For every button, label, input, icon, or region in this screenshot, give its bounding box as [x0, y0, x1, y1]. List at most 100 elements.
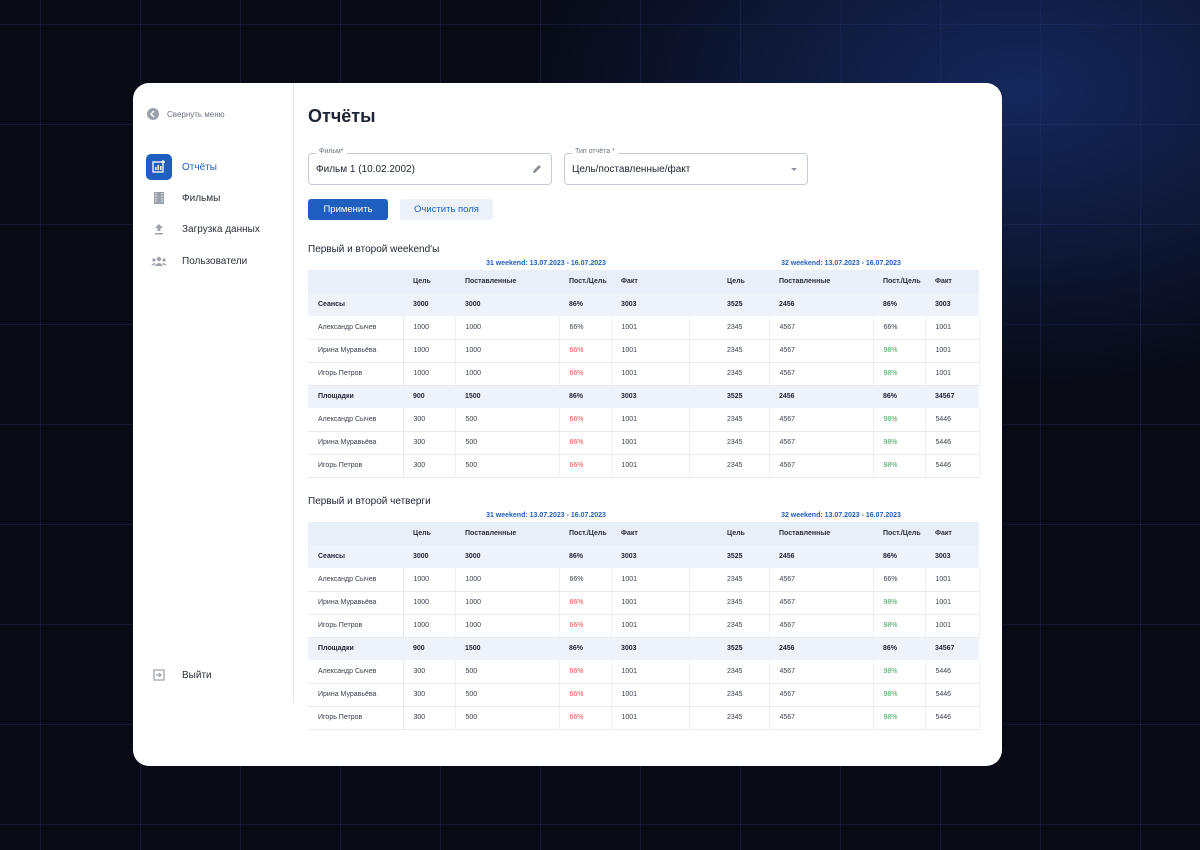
header-cell: Поставленные: [769, 270, 873, 293]
table-cell: 1001: [611, 660, 690, 684]
person-row: Игорь Петров 300 500 66% 1001 2345 4567 98% 5446: [308, 454, 980, 478]
person-name: Александр Сычев: [308, 568, 404, 592]
report-table: Цель Поставленные Пост./Цель Факт Цель Постав…: [308, 522, 980, 730]
table-cell: 66%: [559, 454, 612, 478]
group-name: Сеансы: [308, 293, 403, 316]
table-cell: 2345: [717, 706, 770, 730]
table-cell: 66%: [873, 568, 926, 592]
table-cell: 4567: [769, 362, 874, 386]
header-row: Цель Поставленные Пост./Цель Факт Цель Постав…: [308, 522, 979, 545]
table-cell: 3000: [455, 293, 559, 316]
table-cell: 2456: [769, 385, 873, 408]
table-cell: 1000: [403, 614, 456, 638]
nav-item[interactable]: Пользователи: [146, 248, 247, 274]
header-cell: [689, 522, 717, 545]
table-cell: 2345: [717, 316, 770, 340]
table-cell: 4567: [769, 339, 874, 363]
field-value: Фильм 1 (10.02.2002): [316, 164, 415, 175]
person-row: Ирина Муравьёва 1000 1000 66% 1001 2345 4567 98…: [308, 339, 980, 363]
table-body: Сеансы 3000 3000 86% 3003 3525 2456 86% 3003 Алек…: [308, 293, 980, 478]
table-cell: 2456: [769, 637, 873, 660]
table-cell: 86%: [873, 385, 925, 408]
table-cell: 86%: [559, 293, 611, 316]
clear-button[interactable]: Очистить поля: [400, 199, 493, 220]
table-cell: 1001: [611, 591, 690, 615]
group-name: Площадки: [308, 385, 403, 408]
nav-icon: [146, 185, 172, 211]
table-cell: 1001: [925, 614, 980, 638]
table-cell: 1001: [611, 316, 690, 340]
edit-icon[interactable]: [531, 163, 543, 175]
header-cell: Цель: [717, 522, 769, 545]
nav-item[interactable]: Загрузка данных: [146, 216, 260, 242]
table-cell: 2345: [717, 454, 770, 478]
nav-label: Загрузка данных: [182, 223, 260, 235]
table-cell: 2345: [717, 431, 770, 455]
report-table: Цель Поставленные Пост./Цель Факт Цель Постав…: [308, 270, 980, 478]
nav-item[interactable]: Фильмы: [146, 185, 220, 211]
table-cell: 1001: [611, 339, 690, 363]
table-cell: 86%: [559, 545, 611, 568]
table-cell: 66%: [559, 568, 612, 592]
collapse-icon: [147, 108, 159, 120]
logout-icon: [146, 662, 172, 688]
page-title: Отчёты: [308, 106, 376, 126]
table-cell: 5446: [925, 408, 980, 432]
nav-label: Фильмы: [182, 192, 221, 204]
person-name: Ирина Муравьёва: [308, 683, 404, 707]
table-cell: 4567: [769, 316, 874, 340]
person-row: Ирина Муравьёва 300 500 66% 1001 2345 4567 98% 5…: [308, 683, 980, 707]
table-cell: 5446: [925, 706, 980, 730]
table-cell: 1001: [925, 362, 980, 386]
table-cell: 3000: [455, 545, 559, 568]
period-header: 31 weekend: 13.07.2023 - 16.07.2023: [486, 512, 606, 519]
person-row: Александр Сычев 300 500 66% 1001 2345 4567 98% 5…: [308, 408, 980, 432]
table-cell: 5446: [925, 454, 980, 478]
table-cell: 1000: [403, 591, 456, 615]
table-cell: 1000: [403, 362, 456, 386]
table-cell: 1000: [403, 316, 456, 340]
section-title: Первый и второй четверги: [308, 496, 431, 507]
table-cell: 500: [455, 431, 560, 455]
person-name: Ирина Муравьёва: [308, 339, 404, 363]
gap-cell: [689, 431, 717, 455]
table-cell: 66%: [559, 408, 612, 432]
table-cell: 300: [403, 454, 456, 478]
table-cell: 66%: [559, 591, 612, 615]
table-cell: 500: [455, 454, 560, 478]
header-cell: Факт: [611, 522, 689, 545]
table-cell: 98%: [873, 660, 926, 684]
table-cell: 98%: [873, 683, 926, 707]
person-row: Александр Сычев 1000 1000 66% 1001 2345 4567 66…: [308, 568, 980, 592]
table-cell: 1001: [611, 454, 690, 478]
table-cell: 3003: [611, 385, 689, 408]
main: Отчёты Фильм* Фильм 1 (10.02.2002) Тип о…: [308, 83, 988, 766]
table-cell: 500: [455, 683, 560, 707]
gap-cell: [689, 408, 717, 432]
table-cell: 900: [403, 385, 455, 408]
table-body: Сеансы 3000 3000 86% 3003 3525 2456 86% 3003 Алек…: [308, 545, 980, 730]
table-cell: 1000: [403, 339, 456, 363]
table-cell: 1000: [455, 591, 560, 615]
film-field[interactable]: Фильм* Фильм 1 (10.02.2002): [308, 148, 552, 185]
table-cell: 4567: [769, 408, 874, 432]
period-header: 31 weekend: 13.07.2023 - 16.07.2023: [486, 260, 606, 267]
table-cell: 98%: [873, 591, 926, 615]
nav-item[interactable]: Отчёты: [146, 154, 217, 180]
table-cell: 2345: [717, 660, 770, 684]
report-type-field[interactable]: Тип отчёта * Цель/поставленные/факт: [564, 148, 808, 185]
gap-cell: [689, 568, 717, 592]
header-cell: Пост./Цель: [559, 522, 611, 545]
table-cell: 5446: [925, 683, 980, 707]
logout[interactable]: Выйти: [146, 662, 212, 688]
collapse-menu[interactable]: Свернуть меню: [147, 108, 225, 120]
header-cell: [689, 270, 717, 293]
table-cell: 2345: [717, 591, 770, 615]
group-name: Площадки: [308, 637, 403, 660]
period-headers: 31 weekend: 13.07.2023 - 16.07.2023 32 we…: [308, 258, 979, 270]
report-section: Первый и второй четверги 31 weekend: 13.0…: [308, 496, 980, 730]
apply-button[interactable]: Применить: [308, 199, 388, 220]
table-cell: 98%: [873, 706, 926, 730]
table-cell: 1001: [611, 408, 690, 432]
